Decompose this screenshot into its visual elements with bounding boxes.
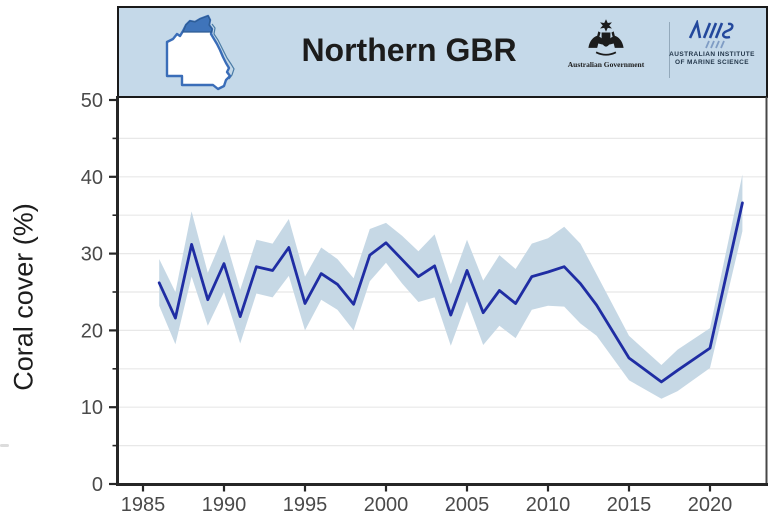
x-tick-label: 2020 bbox=[688, 494, 733, 516]
y-tick-label: 30 bbox=[81, 244, 103, 266]
aims-logo: AUSTRALIAN INSTITUTE OF MARINE SCIENCE bbox=[666, 20, 758, 68]
x-tick-label: 2010 bbox=[526, 494, 571, 516]
reef-boundary-line bbox=[211, 23, 235, 80]
y-tick-label: 20 bbox=[81, 320, 103, 342]
queensland-map-icon bbox=[165, 14, 235, 91]
x-tick-label: 2005 bbox=[445, 494, 490, 516]
x-tick-label: 2015 bbox=[607, 494, 652, 516]
australian-government-logo: Australian Government bbox=[564, 18, 648, 69]
aims-logo-label: AUSTRALIAN INSTITUTE OF MARINE SCIENCE bbox=[666, 51, 758, 68]
aims-logo-label-line2: OF MARINE SCIENCE bbox=[675, 59, 749, 67]
y-tick-label: 10 bbox=[81, 397, 103, 419]
edge-artifact-mark bbox=[0, 444, 9, 447]
y-tick-label: 50 bbox=[81, 90, 103, 112]
aims-icon bbox=[688, 20, 734, 49]
x-tick-label: 1995 bbox=[283, 494, 328, 516]
logo-divider bbox=[669, 22, 670, 78]
confidence-band bbox=[159, 174, 743, 399]
x-tick-label: 2000 bbox=[364, 494, 409, 516]
northern-region-highlight bbox=[182, 15, 213, 33]
y-tick-label: 40 bbox=[81, 167, 103, 189]
government-logo-label: Australian Government bbox=[567, 60, 645, 69]
chart-header: Northern GBR Australian Government AUSTR… bbox=[117, 6, 768, 98]
aims-logo-label-line1: AUSTRALIAN INSTITUTE bbox=[669, 51, 755, 58]
x-tick-label: 1990 bbox=[202, 494, 247, 516]
region-title: Northern GBR bbox=[301, 32, 517, 68]
y-tick-label: 0 bbox=[92, 474, 103, 496]
x-tick-label: 1985 bbox=[121, 494, 166, 516]
coral-cover-line bbox=[157, 201, 744, 384]
coat-of-arms-icon bbox=[588, 19, 624, 56]
